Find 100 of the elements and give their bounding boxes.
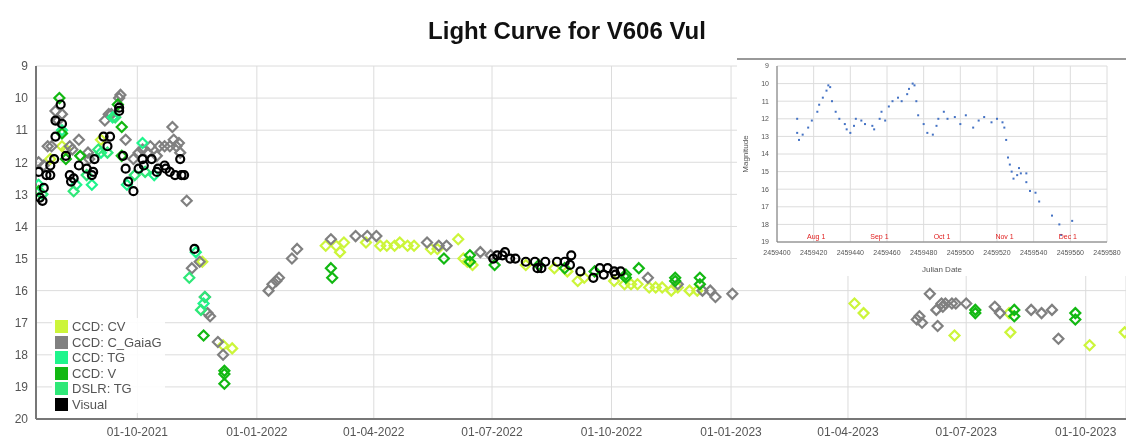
legend-label: CCD: V bbox=[72, 365, 117, 381]
point bbox=[608, 274, 621, 288]
point bbox=[407, 239, 421, 252]
x-tick-label: 01-04-2023 bbox=[817, 424, 879, 437]
x-tick-label: 01-10-2022 bbox=[580, 424, 643, 437]
point bbox=[401, 239, 414, 252]
point bbox=[218, 377, 231, 390]
point bbox=[691, 284, 704, 297]
x-tick-label: 01-01-2023 bbox=[700, 424, 763, 437]
point bbox=[136, 136, 149, 150]
point bbox=[388, 239, 401, 252]
x-tick-label: 01-01-2022 bbox=[226, 424, 288, 437]
point bbox=[194, 303, 208, 316]
point bbox=[197, 329, 210, 342]
point bbox=[643, 281, 656, 294]
point bbox=[374, 239, 387, 252]
point bbox=[1008, 303, 1021, 316]
point bbox=[115, 120, 128, 134]
legend-label: CCD: TG bbox=[72, 350, 126, 366]
x-tick-label: 01-10-2021 bbox=[106, 424, 169, 437]
point bbox=[948, 329, 961, 342]
x-tick-label: 01-07-2022 bbox=[461, 424, 524, 437]
point bbox=[1069, 307, 1082, 320]
y-tick-label: 10 bbox=[14, 91, 29, 106]
x-axis-title: Julian Date bbox=[921, 265, 963, 274]
point bbox=[337, 236, 350, 249]
point bbox=[326, 271, 339, 284]
point bbox=[624, 278, 638, 291]
y-tick-label: 11 bbox=[15, 123, 29, 138]
point bbox=[848, 297, 861, 310]
point bbox=[330, 239, 343, 252]
point bbox=[519, 258, 532, 272]
point bbox=[571, 274, 584, 288]
point bbox=[67, 185, 80, 198]
point bbox=[218, 367, 231, 381]
point bbox=[94, 133, 108, 146]
point bbox=[324, 262, 338, 275]
point bbox=[70, 178, 83, 191]
y-tick-label: 18 bbox=[14, 348, 29, 363]
point bbox=[333, 246, 347, 259]
point bbox=[1002, 307, 1016, 320]
point bbox=[693, 271, 706, 284]
point bbox=[656, 281, 669, 294]
point bbox=[969, 303, 982, 316]
y-tick-label: 9 bbox=[21, 59, 29, 74]
point bbox=[463, 249, 477, 262]
point bbox=[588, 265, 601, 278]
y-tick-label: 17 bbox=[14, 315, 29, 330]
point bbox=[120, 178, 134, 191]
point bbox=[683, 284, 696, 297]
point bbox=[139, 165, 152, 178]
point bbox=[359, 236, 373, 249]
point bbox=[36, 188, 49, 201]
point bbox=[671, 281, 684, 294]
point bbox=[59, 152, 72, 166]
point bbox=[1004, 326, 1017, 339]
point bbox=[1083, 339, 1096, 352]
point bbox=[85, 178, 98, 191]
point bbox=[393, 236, 406, 249]
point bbox=[1008, 310, 1021, 323]
point bbox=[44, 152, 57, 166]
y-tick-label: 13 bbox=[14, 187, 29, 202]
legend-label: DSLR: TG bbox=[72, 381, 132, 397]
point bbox=[197, 297, 210, 310]
point bbox=[216, 339, 230, 352]
point bbox=[632, 262, 645, 275]
point bbox=[618, 278, 631, 291]
point bbox=[969, 307, 982, 320]
point bbox=[437, 252, 451, 265]
legend-label: CCD: C_GaiaG bbox=[72, 334, 162, 350]
point bbox=[80, 169, 93, 182]
chart-title: Light Curve for V606 Vul bbox=[427, 16, 707, 46]
point bbox=[857, 307, 870, 320]
point bbox=[218, 364, 231, 377]
x-tick-label: 01-10-2023 bbox=[1055, 424, 1117, 437]
point bbox=[631, 278, 644, 291]
point bbox=[424, 242, 438, 256]
point bbox=[128, 169, 141, 182]
point bbox=[183, 271, 196, 284]
y-tick-label: 16 bbox=[14, 283, 29, 298]
y-tick-label: 20 bbox=[14, 412, 29, 427]
point bbox=[319, 239, 332, 252]
point bbox=[1069, 313, 1082, 326]
point bbox=[665, 284, 678, 297]
point bbox=[488, 258, 501, 272]
point bbox=[532, 258, 545, 272]
point bbox=[452, 233, 465, 246]
y-axis-title: Magnitude bbox=[740, 134, 750, 173]
point bbox=[548, 262, 561, 275]
point bbox=[578, 271, 591, 284]
x-tick-label: 01-07-2023 bbox=[935, 424, 998, 437]
point bbox=[148, 169, 161, 182]
point bbox=[189, 246, 202, 259]
point bbox=[693, 278, 706, 291]
y-tick-label: 15 bbox=[14, 251, 29, 266]
point bbox=[53, 91, 66, 105]
point bbox=[74, 149, 87, 162]
point bbox=[111, 98, 124, 111]
point bbox=[101, 146, 114, 159]
y-tick-label: 12 bbox=[14, 155, 29, 170]
